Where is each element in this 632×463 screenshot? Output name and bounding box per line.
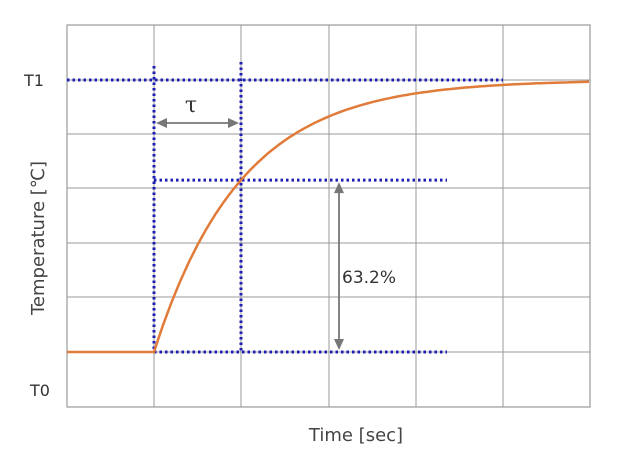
percent-change-label: 63.2% <box>342 268 396 288</box>
tau-arrow-head-right <box>228 118 239 128</box>
y-axis-title: Temperature [℃] <box>28 161 49 316</box>
y-tick-label-t0: T0 <box>29 381 50 400</box>
temperature-response-curve <box>67 80 590 354</box>
guide-lines <box>67 62 503 354</box>
percent-arrow-head-bottom <box>334 339 344 350</box>
tau-arrow-head-left <box>156 118 167 128</box>
annotation-arrows <box>156 118 344 350</box>
series-layer <box>67 80 590 354</box>
time-constant-label: τ <box>185 93 197 118</box>
percent-arrow-head-top <box>334 182 344 194</box>
chart-grid <box>66 24 591 408</box>
y-tick-label-t1: T1 <box>23 71 44 90</box>
x-axis-title: Time [sec] <box>308 425 403 446</box>
